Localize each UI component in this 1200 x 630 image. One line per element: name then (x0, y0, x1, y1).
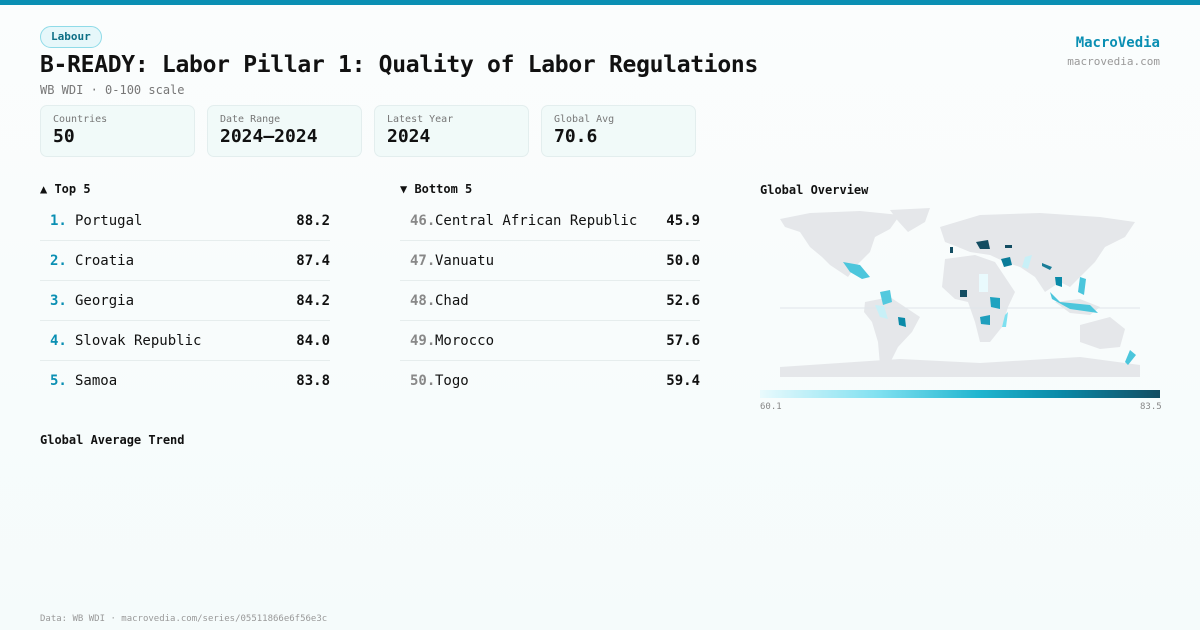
country-name: Georgia (75, 292, 135, 309)
country-paraguay[interactable] (898, 317, 906, 327)
list-item[interactable]: 3. Georgia 84.2 (40, 281, 330, 321)
country-madagascar[interactable] (1002, 312, 1008, 327)
country-indonesia[interactable] (1050, 292, 1098, 313)
country-rank: 47. (410, 252, 436, 269)
stat-label: Date Range (220, 114, 281, 125)
country-name: Central African Republic (435, 212, 638, 229)
country-rank: 48. (410, 292, 436, 309)
country-ivory-coast[interactable] (960, 290, 967, 297)
footer-source: Data: WB WDI · macrovedia.com/series/055… (40, 614, 328, 624)
top-accent-bar (0, 0, 1200, 5)
country-rank: 46. (410, 212, 436, 229)
country-peru[interactable] (875, 305, 888, 319)
map-africa (942, 255, 1015, 342)
list-item[interactable]: 50. Togo 59.4 (400, 361, 700, 401)
map-australia (1080, 317, 1125, 349)
country-value: 87.4 (296, 252, 330, 269)
country-mexico[interactable] (843, 262, 870, 279)
country-value: 50.0 (666, 252, 700, 269)
stat-card-global-avg: Global Avg 70.6 (541, 105, 696, 157)
legend-max: 83.5 (1140, 402, 1162, 412)
country-value: 45.9 (666, 212, 700, 229)
country-rank: 2. (50, 252, 67, 269)
category-tag[interactable]: Labour (40, 26, 102, 48)
top5-list: 1. Portugal 88.2 2. Croatia 87.4 3. Georgia 84.2… (40, 201, 330, 401)
map-eurasia (940, 213, 1135, 292)
stat-label: Global Avg (554, 114, 615, 125)
country-name: Morocco (435, 332, 495, 349)
list-item[interactable]: 1. Portugal 88.2 (40, 201, 330, 241)
country-bangladesh-myanmar[interactable] (1042, 263, 1052, 270)
list-item[interactable]: 46. Central African Republic 45.9 (400, 201, 700, 241)
country-rank: 49. (410, 332, 436, 349)
map-color-legend (760, 390, 1160, 398)
country-value: 84.0 (296, 332, 330, 349)
world-map (780, 208, 1140, 377)
map-north-america (780, 211, 900, 277)
country-value: 52.6 (666, 292, 700, 309)
stat-value: 2024 (387, 126, 431, 147)
country-rank: 5. (50, 373, 67, 389)
bottom5-list: 46. Central African Republic 45.9 47. Vanuat… (400, 201, 700, 401)
country-philippines[interactable] (1078, 277, 1086, 295)
stat-card-date-range: Date Range 2024–2024 (207, 105, 362, 157)
country-value: 88.2 (296, 212, 330, 229)
stat-card-countries: Countries 50 (40, 105, 195, 157)
stat-value: 2024–2024 (220, 126, 318, 147)
top5-heading: ▲ Top 5 (40, 182, 91, 196)
map-greenland (890, 208, 930, 232)
country-value: 84.2 (296, 292, 330, 309)
stat-label: Latest Year (387, 114, 454, 125)
trend-heading: Global Average Trend (40, 433, 185, 447)
country-rank: 3. (50, 292, 67, 309)
country-name: Chad (435, 292, 469, 309)
country-chad[interactable] (979, 274, 988, 292)
list-item[interactable]: 2. Croatia 87.4 (40, 241, 330, 281)
stat-card-latest-year: Latest Year 2024 (374, 105, 529, 157)
legend-min: 60.1 (760, 402, 782, 412)
brand-logo[interactable]: MacroVedia (1075, 35, 1160, 51)
country-vietnam[interactable] (1055, 277, 1062, 287)
country-name: Portugal (75, 212, 143, 229)
map-south-america (864, 297, 920, 367)
country-value: 83.8 (296, 373, 330, 389)
country-name: Samoa (75, 373, 118, 389)
country-india-region[interactable] (1022, 255, 1032, 269)
country-georgia[interactable] (1005, 245, 1012, 248)
country-iraq[interactable] (1001, 257, 1012, 267)
country-colombia[interactable] (880, 290, 892, 305)
page-subtitle: WB WDI · 0-100 scale (40, 83, 185, 97)
page-title: B-READY: Labor Pillar 1: Quality of Labo… (40, 52, 759, 78)
list-item[interactable]: 49. Morocco 57.6 (400, 321, 700, 361)
map-heading: Global Overview (760, 183, 869, 197)
country-rank: 1. (50, 212, 67, 229)
country-name: Slovak Republic (75, 332, 202, 349)
stat-value: 50 (53, 126, 75, 147)
country-portugal[interactable] (950, 247, 953, 253)
country-rank: 4. (50, 332, 67, 349)
list-item[interactable]: 4. Slovak Republic 84.0 (40, 321, 330, 361)
list-item[interactable]: 47. Vanuatu 50.0 (400, 241, 700, 281)
bottom5-heading: ▼ Bottom 5 (400, 182, 473, 196)
country-value: 57.6 (666, 332, 700, 349)
stat-value: 70.6 (554, 126, 598, 147)
stat-label: Countries (53, 114, 108, 125)
country-croatia[interactable] (976, 240, 990, 249)
map-antarctica (780, 357, 1140, 377)
country-name: Vanuatu (435, 252, 495, 269)
country-new-zealand[interactable] (1125, 350, 1136, 365)
list-item[interactable]: 5. Samoa 83.8 (40, 361, 330, 401)
country-value: 59.4 (666, 373, 700, 389)
brand-url[interactable]: macrovedia.com (1067, 55, 1160, 68)
country-zambia[interactable] (980, 315, 990, 325)
country-name: Togo (435, 373, 469, 389)
list-item[interactable]: 48. Chad 52.6 (400, 281, 700, 321)
country-name: Croatia (75, 252, 135, 269)
country-tanzania[interactable] (990, 297, 1000, 309)
country-rank: 50. (410, 373, 436, 389)
